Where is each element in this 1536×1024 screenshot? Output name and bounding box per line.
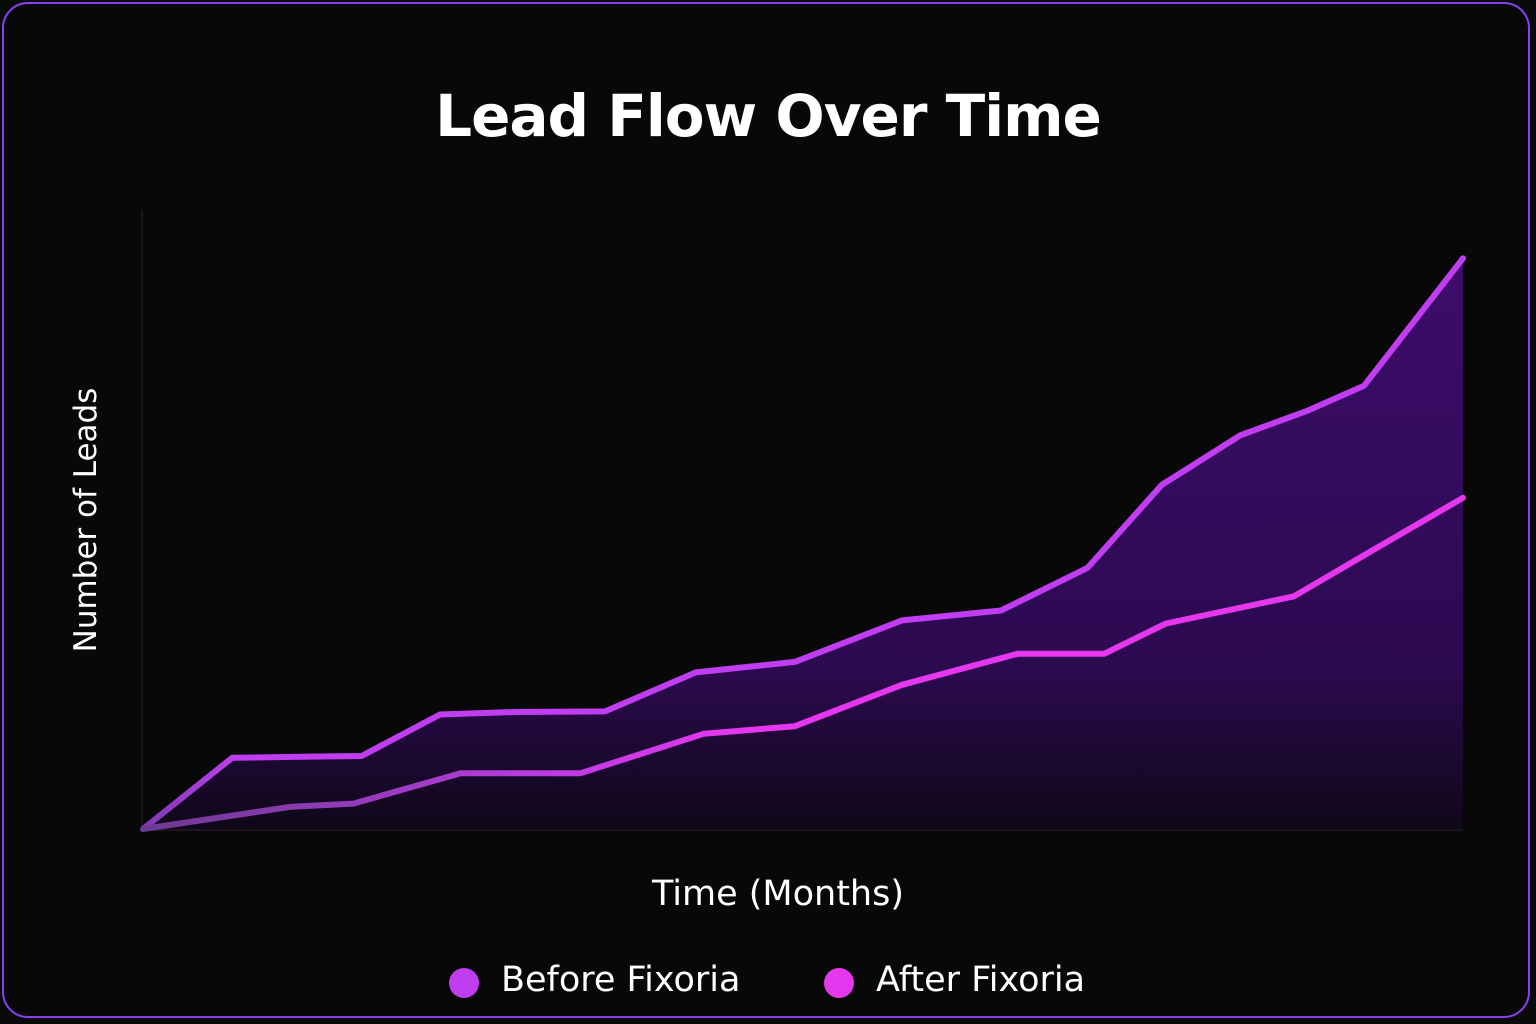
legend-swatch-before: [449, 968, 479, 998]
chart-title: Lead Flow Over Time: [435, 82, 1102, 150]
area-fill-before-fixoria: [143, 258, 1463, 830]
chart-legend: Before Fixoria After Fixoria: [0, 960, 1536, 1010]
legend-label-after: After Fixoria: [876, 960, 1086, 1000]
series-line-before-fixoria: [140, 255, 1466, 832]
x-axis-label: Time (Months): [651, 874, 905, 914]
legend-swatch-after: [824, 968, 854, 998]
y-axis-label: Number of Leads: [68, 387, 104, 653]
series-line-after-fixoria: [140, 494, 1466, 832]
legend-label-before: Before Fixoria: [501, 960, 741, 1000]
